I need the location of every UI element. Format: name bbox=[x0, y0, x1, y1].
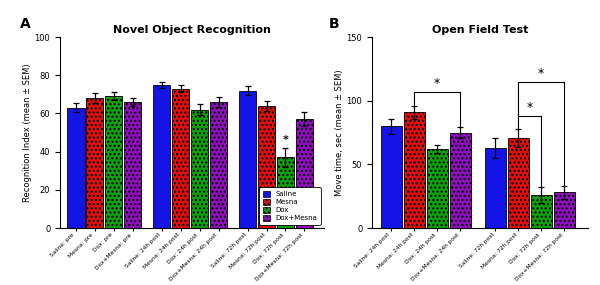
Bar bbox=[485, 148, 506, 228]
Legend: Saline, Mesna, Dox, Dox+Mesna: Saline, Mesna, Dox, Dox+Mesna bbox=[259, 187, 320, 225]
Bar bbox=[172, 89, 190, 228]
Bar bbox=[277, 157, 294, 228]
Bar bbox=[404, 112, 425, 228]
Bar bbox=[427, 149, 448, 228]
Bar bbox=[508, 138, 529, 228]
Text: *: * bbox=[283, 135, 289, 145]
Bar bbox=[380, 126, 402, 228]
Bar bbox=[531, 195, 552, 228]
Bar bbox=[258, 106, 275, 228]
Bar bbox=[554, 192, 575, 228]
Text: *: * bbox=[527, 101, 533, 114]
Bar bbox=[153, 85, 170, 228]
Bar bbox=[86, 98, 103, 228]
Bar bbox=[210, 102, 227, 228]
Bar bbox=[239, 91, 256, 228]
Bar bbox=[105, 96, 122, 228]
Title: Novel Object Recognition: Novel Object Recognition bbox=[113, 25, 271, 35]
Text: *: * bbox=[434, 77, 440, 90]
Text: A: A bbox=[20, 17, 31, 30]
Bar bbox=[449, 133, 470, 228]
Bar bbox=[67, 108, 85, 228]
Bar bbox=[124, 102, 142, 228]
Y-axis label: Recognition Index (mean ± SEM): Recognition Index (mean ± SEM) bbox=[23, 63, 32, 202]
Title: Open Field Test: Open Field Test bbox=[432, 25, 528, 35]
Text: B: B bbox=[329, 17, 340, 30]
Bar bbox=[296, 119, 313, 228]
Text: *: * bbox=[538, 67, 544, 80]
Bar bbox=[191, 110, 208, 228]
Y-axis label: Move time, sec (mean ± SEM): Move time, sec (mean ± SEM) bbox=[335, 69, 344, 196]
